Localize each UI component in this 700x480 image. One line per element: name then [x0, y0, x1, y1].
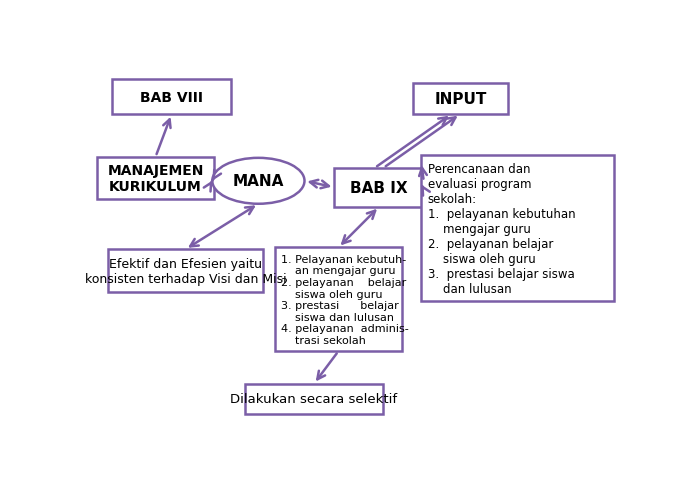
FancyBboxPatch shape	[421, 156, 614, 301]
Text: Perencanaan dan
evaluasi program
sekolah:
1.  pelayanan kebutuhan
    mengajar g: Perencanaan dan evaluasi program sekolah…	[428, 162, 575, 295]
FancyBboxPatch shape	[335, 168, 424, 207]
FancyBboxPatch shape	[112, 80, 231, 115]
Ellipse shape	[212, 158, 304, 204]
FancyBboxPatch shape	[108, 250, 262, 292]
Text: Efektif dan Efesien yaitu
konsisten terhadap Visi dan Misi: Efektif dan Efesien yaitu konsisten terh…	[85, 257, 286, 285]
FancyBboxPatch shape	[413, 84, 508, 115]
FancyBboxPatch shape	[245, 384, 383, 414]
Text: 1. Pelayanan kebutuh-
    an mengajar guru
2. pelayanan    belajar
    siswa ole: 1. Pelayanan kebutuh- an mengajar guru 2…	[281, 254, 409, 345]
FancyBboxPatch shape	[97, 157, 214, 200]
Text: INPUT: INPUT	[434, 92, 486, 107]
Text: BAB VIII: BAB VIII	[140, 90, 203, 104]
FancyBboxPatch shape	[274, 248, 402, 351]
Text: MANA: MANA	[232, 174, 284, 189]
Text: BAB IX: BAB IX	[350, 180, 408, 195]
Text: Dilakukan secara selektif: Dilakukan secara selektif	[230, 393, 398, 406]
Text: MANAJEMEN
KURIKULUM: MANAJEMEN KURIKULUM	[107, 164, 204, 194]
